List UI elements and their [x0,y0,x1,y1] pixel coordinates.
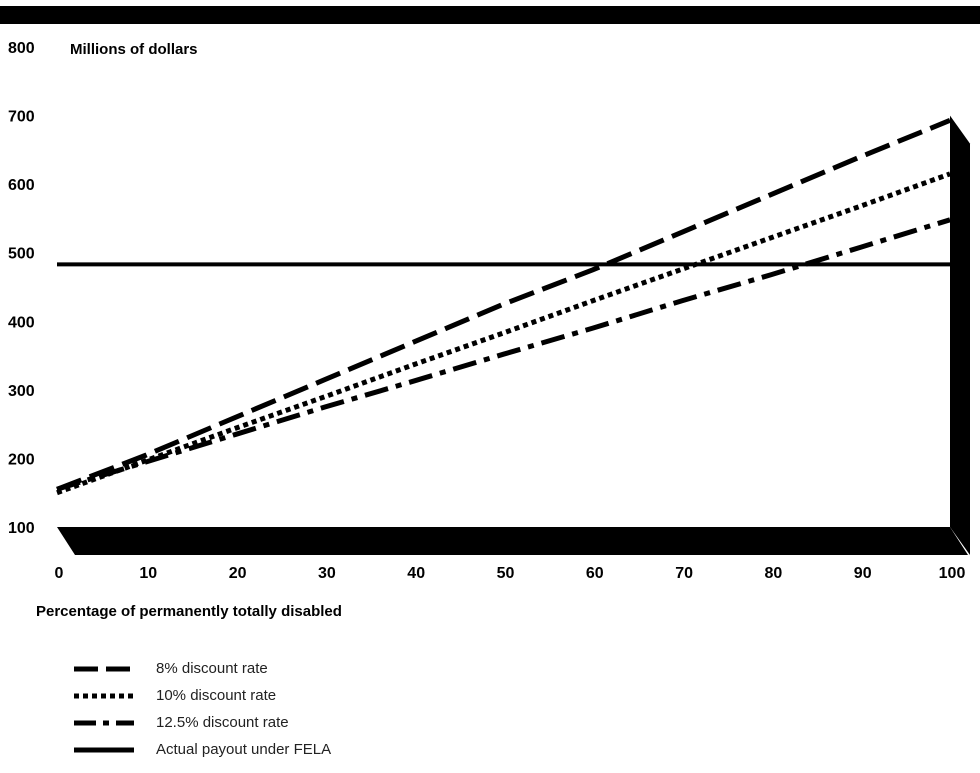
legend-swatch-dashdot [74,720,134,725]
y-tick-label: 300 [8,383,35,400]
y-tick-label: 700 [8,109,35,126]
x-ticks: 0 10 20 30 40 50 60 70 80 90 100 [55,565,966,582]
x-tick-label: 80 [765,565,783,582]
legend: 8% discount rate 10% discount rate 12.5%… [74,655,331,763]
y-tick-label: 200 [8,451,35,468]
legend-swatch-solid [74,747,134,752]
y-ticks: 100 200 300 400 500 600 700 800 [8,40,35,537]
x-tick-label: 90 [854,565,872,582]
series-lines [56,118,951,496]
legend-item-fela: Actual payout under FELA [74,736,331,763]
legend-item-10pct: 10% discount rate [74,682,331,709]
axis-floor [57,527,968,555]
x-tick-label: 60 [586,565,604,582]
series-line-dot [56,171,951,496]
legend-label: Actual payout under FELA [156,741,332,758]
axis-right-wall [950,115,970,556]
legend-swatch-dot [74,693,134,698]
y-tick-label: 800 [8,40,35,57]
y-tick-label: 400 [8,314,35,331]
legend-label: 8% discount rate [156,660,268,677]
x-tick-label: 70 [675,565,693,582]
series-line-dashdot [56,217,951,492]
y-tick-label: 600 [8,177,35,194]
y-tick-label: 500 [8,246,35,263]
x-tick-label: 0 [55,565,64,582]
x-tick-label: 30 [318,565,336,582]
series-line-dash [56,118,951,492]
x-tick-label: 10 [139,565,157,582]
legend-swatch-dash [74,666,134,671]
legend-item-8pct: 8% discount rate [74,655,331,682]
x-tick-label: 50 [497,565,515,582]
y-tick-label: 100 [8,520,35,537]
legend-label: 10% discount rate [156,687,277,704]
x-axis-label: Percentage of permanently totally disabl… [36,603,342,620]
y-axis-label: Millions of dollars [70,41,198,58]
x-tick-label: 40 [407,565,425,582]
top-bar [0,6,980,24]
x-tick-label: 20 [229,565,247,582]
legend-item-12-5pct: 12.5% discount rate [74,709,331,736]
axes-3d [57,115,970,556]
line-chart: Millions of dollars 10020030040050060070… [8,40,970,582]
x-tick-label: 100 [939,565,966,582]
legend-label: 12.5% discount rate [156,714,289,731]
